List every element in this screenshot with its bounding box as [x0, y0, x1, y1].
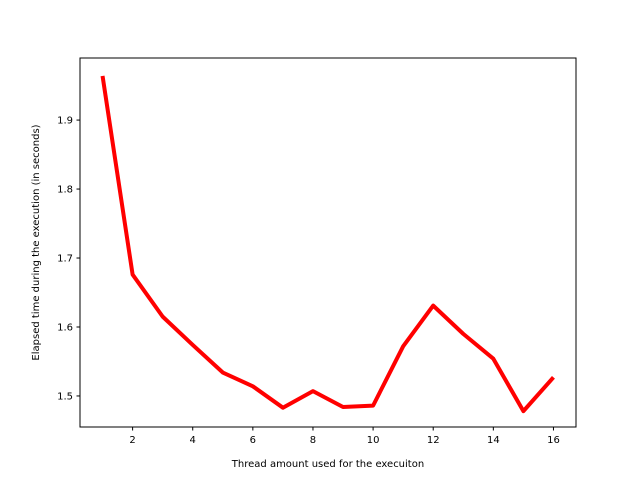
x-tick-label: 4 — [190, 435, 196, 446]
y-tick-label: 1.5 — [57, 391, 73, 402]
x-tick-label: 12 — [427, 435, 440, 446]
x-tick-label: 16 — [547, 435, 560, 446]
x-tick-label: 6 — [250, 435, 256, 446]
x-tick-label: 8 — [310, 435, 316, 446]
x-axis-ticks: 2 4 6 8 10 12 14 16 — [129, 427, 560, 446]
y-tick-label: 1.9 — [57, 116, 73, 127]
x-axis-label: Thread amount used for the execuiton — [231, 459, 424, 470]
series-line — [100, 75, 555, 414]
y-tick-label: 1.6 — [57, 322, 73, 333]
plot-frame — [79, 57, 577, 428]
y-tick-label: 1.8 — [57, 185, 73, 196]
y-axis-label: Elapsed time during the execution (in se… — [31, 124, 42, 360]
x-tick-label: 14 — [487, 435, 500, 446]
series-layer — [100, 75, 555, 414]
y-axis-ticks: 1.5 1.6 1.7 1.8 1.9 — [57, 116, 80, 402]
y-tick-label: 1.7 — [57, 254, 73, 265]
x-tick-label: 10 — [367, 435, 380, 446]
x-tick-label: 2 — [129, 435, 135, 446]
